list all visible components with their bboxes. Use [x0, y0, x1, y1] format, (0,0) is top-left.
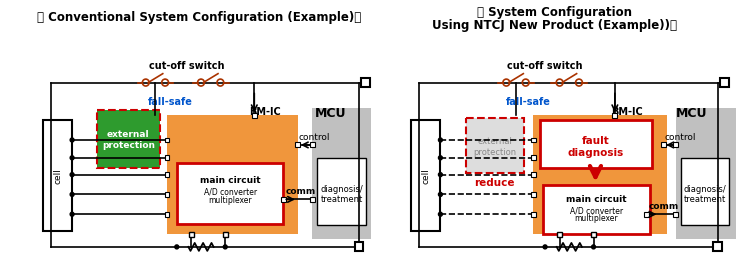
Text: fault
diagnosis: fault diagnosis: [567, 136, 623, 158]
Text: MCU: MCU: [676, 107, 707, 120]
Bar: [613, 113, 617, 118]
Bar: [189, 232, 194, 237]
Text: 【 System Configuration: 【 System Configuration: [477, 6, 632, 19]
Bar: [165, 155, 170, 160]
Bar: [310, 142, 315, 147]
Bar: [681, 158, 729, 225]
Bar: [43, 120, 72, 231]
Circle shape: [70, 193, 74, 196]
Text: main circuit: main circuit: [566, 195, 627, 204]
Bar: [296, 142, 300, 147]
Bar: [165, 137, 170, 142]
Bar: [676, 108, 736, 239]
Bar: [674, 142, 678, 147]
Circle shape: [224, 245, 227, 249]
Bar: [531, 192, 536, 197]
Text: multiplexer: multiplexer: [209, 196, 252, 206]
Bar: [713, 242, 722, 251]
Text: cell: cell: [53, 168, 62, 184]
Circle shape: [70, 156, 74, 160]
Text: multiplexer: multiplexer: [574, 214, 618, 223]
Text: Using NTCJ New Product (Example))】: Using NTCJ New Product (Example))】: [432, 19, 677, 32]
Circle shape: [439, 193, 442, 196]
Text: comm: comm: [649, 202, 679, 211]
Circle shape: [439, 156, 442, 160]
Circle shape: [70, 138, 74, 142]
Bar: [674, 212, 678, 217]
Bar: [167, 115, 298, 234]
Bar: [310, 197, 315, 202]
Text: fall-safe: fall-safe: [148, 98, 193, 107]
Circle shape: [439, 212, 442, 216]
Text: A/D converter: A/D converter: [570, 206, 623, 215]
Text: main circuit: main circuit: [200, 176, 260, 185]
Bar: [533, 115, 668, 234]
Bar: [252, 113, 257, 118]
Text: external
protection: external protection: [473, 137, 516, 157]
Text: BM-IC: BM-IC: [611, 107, 643, 117]
Bar: [644, 212, 650, 217]
Bar: [281, 197, 286, 202]
Bar: [165, 172, 170, 177]
Bar: [540, 120, 652, 168]
Bar: [720, 78, 729, 87]
Bar: [661, 142, 666, 147]
Bar: [531, 172, 536, 177]
Bar: [591, 232, 596, 237]
Text: cell: cell: [422, 168, 430, 184]
Circle shape: [439, 173, 442, 177]
Text: A/D converter: A/D converter: [203, 188, 256, 196]
Circle shape: [439, 138, 442, 142]
Text: comm: comm: [285, 188, 316, 196]
Text: diagnosis/
treatment: diagnosis/ treatment: [683, 185, 726, 204]
Bar: [543, 184, 650, 234]
Bar: [362, 78, 370, 87]
Bar: [98, 110, 160, 168]
Bar: [223, 232, 228, 237]
Text: diagnosis/
treatment: diagnosis/ treatment: [320, 185, 363, 204]
Circle shape: [543, 245, 547, 249]
Bar: [177, 163, 284, 224]
Bar: [411, 120, 440, 231]
Bar: [165, 212, 170, 217]
Text: fall-safe: fall-safe: [506, 98, 551, 107]
Text: BM-IC: BM-IC: [250, 107, 281, 117]
Bar: [165, 192, 170, 197]
Bar: [531, 137, 536, 142]
Bar: [531, 155, 536, 160]
Bar: [317, 158, 366, 225]
Bar: [355, 242, 363, 251]
Text: control: control: [299, 133, 331, 142]
Bar: [531, 212, 536, 217]
Circle shape: [70, 212, 74, 216]
Text: cut-off switch: cut-off switch: [148, 61, 224, 71]
Circle shape: [70, 173, 74, 177]
Bar: [466, 118, 524, 173]
Circle shape: [175, 245, 178, 249]
Bar: [557, 232, 562, 237]
Text: external
protection: external protection: [102, 130, 154, 150]
Text: reduce: reduce: [475, 178, 515, 188]
Bar: [313, 108, 370, 239]
Text: cut-off switch: cut-off switch: [507, 61, 583, 71]
Text: control: control: [664, 133, 696, 142]
Text: MCU: MCU: [314, 107, 346, 120]
Circle shape: [592, 245, 596, 249]
Text: 【 Conventional System Configuration (Example)】: 【 Conventional System Configuration (Exa…: [37, 11, 362, 24]
